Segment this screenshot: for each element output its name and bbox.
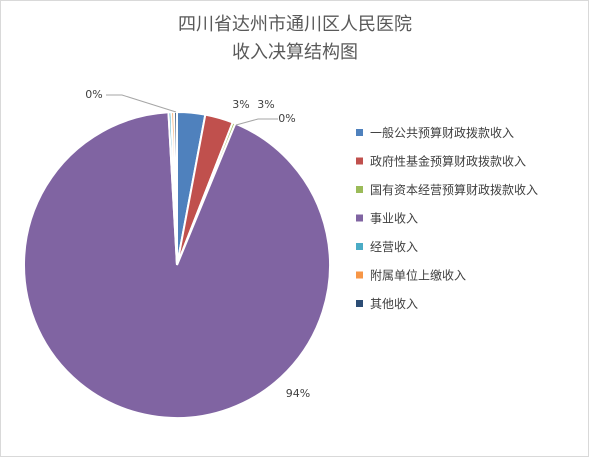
legend-swatch-2 [356, 157, 363, 165]
label-leader-line-7 [106, 94, 177, 113]
chart-title-line-1: 四川省达州市通川区人民医院 [178, 14, 412, 35]
pie-slices [23, 110, 331, 420]
data-label-1: 3% [232, 98, 249, 111]
data-label-3: 0% [278, 112, 295, 125]
legend-label-6: 附属单位上缴收入 [370, 268, 466, 283]
legend-swatch-4 [356, 214, 363, 222]
legend: 一般公共预算财政拨款收入政府性基金预算财政拨款收入国有资本经营预算财政拨款收入事… [356, 125, 538, 311]
label-leader-line-3 [235, 118, 278, 126]
legend-swatch-3 [356, 186, 363, 193]
legend-label-2: 政府性基金预算财政拨款收入 [370, 154, 526, 169]
legend-label-7: 其他收入 [370, 297, 418, 311]
data-label-4: 94% [286, 387, 310, 400]
legend-swatch-5 [356, 243, 363, 250]
legend-swatch-1 [356, 129, 363, 136]
legend-label-3: 国有资本经营预算财政拨款收入 [370, 182, 538, 197]
pie-slice-4 [23, 111, 331, 420]
data-label-2: 3% [257, 98, 274, 111]
legend-label-1: 一般公共预算财政拨款收入 [370, 125, 514, 140]
pie-data-labels: 3% 3% 0% 94% 0% [85, 88, 310, 400]
data-label-7: 0% [85, 88, 102, 101]
chart-title-line-2: 收入决算结构图 [232, 42, 358, 63]
legend-label-5: 经营收入 [370, 240, 418, 254]
legend-swatch-6 [356, 271, 363, 279]
legend-label-4: 事业收入 [370, 212, 418, 226]
legend-swatch-7 [356, 300, 363, 307]
